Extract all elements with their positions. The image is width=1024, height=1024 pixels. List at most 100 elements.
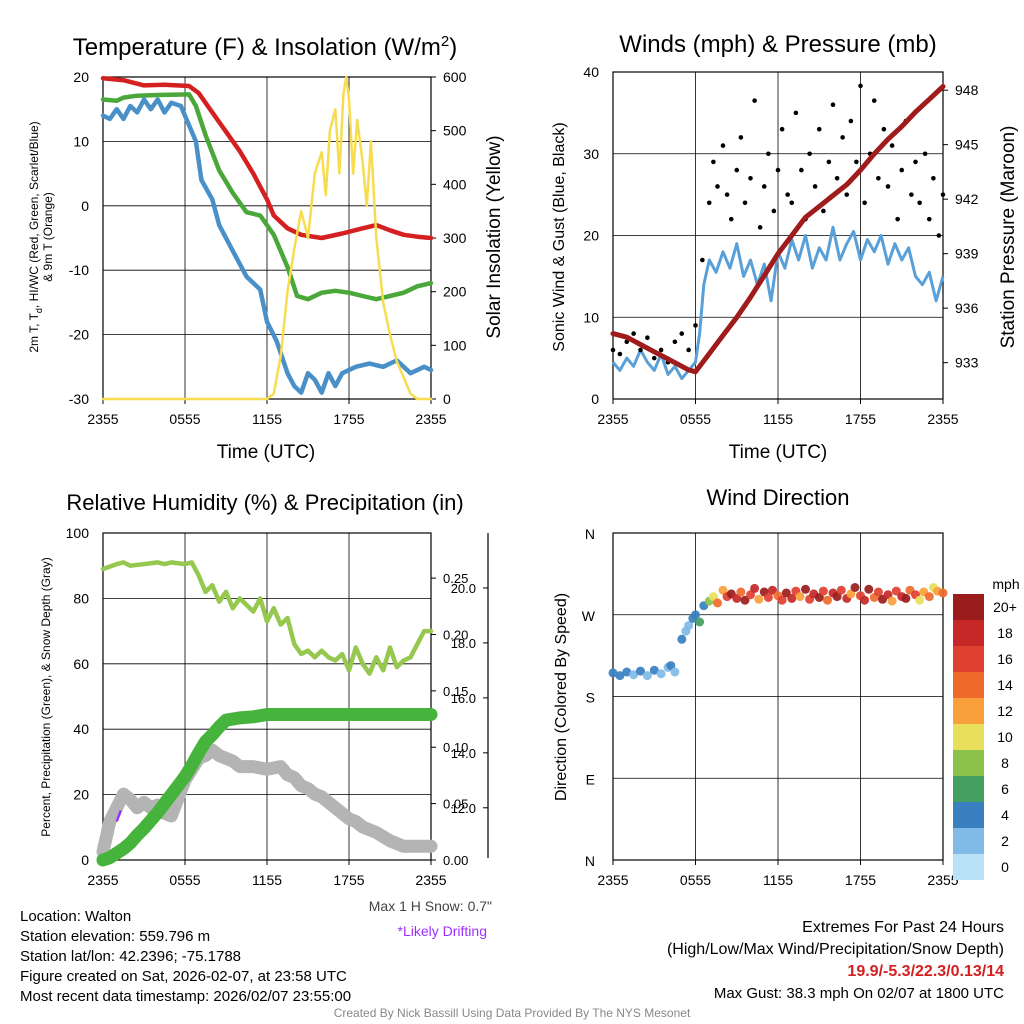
temp-ytick-label-5: -30 [69,391,89,407]
temp-ytick-right-label-1: 500 [443,123,467,139]
wind-gust-point-61 [922,151,928,157]
temp-ytick-label-4: -20 [69,327,89,343]
dir-ytick-label-2: S [586,690,595,706]
wind-xtick-label-1: 0555 [680,411,711,427]
temp-xtick-label-2: 1155 [252,411,282,427]
wind-gust-point-20 [734,167,740,173]
wind-gust-point-38 [816,126,822,132]
colorbar-label-9: 2 [1001,833,1009,849]
wind-gust-point-4 [638,347,643,353]
rh-left-axis-title: Percent, Precipitation (Green), & Snow D… [39,557,53,836]
rh-xtick-label-1: 0555 [169,872,200,888]
wind-gust-point-53 [885,184,891,189]
wind-gust-point-60 [917,200,922,206]
wind-ytick-label-3: 30 [583,146,599,162]
wind-gust-point-54 [889,143,895,148]
wind-xtick-label-4: 2355 [927,411,958,427]
dir-point-29 [754,594,764,604]
rh-snow-tick-label-4: 20.0 [451,581,476,596]
temp-ytick-label-3: -10 [69,262,89,278]
dir-ytick-label-4: N [585,853,595,869]
wind-gust-point-14 [706,200,712,206]
dir-point-58 [887,596,897,606]
max-snow-note: Max 1 H Snow: 0.7" [369,898,492,914]
dir-point-47 [836,585,846,595]
dir-xtick-label-2: 1155 [763,872,793,888]
dir-point-4 [636,666,645,676]
temp-xtick-label-1: 0555 [169,411,200,427]
wind-ytick-right-label-2: 939 [955,246,979,262]
wind-ytick-label-4: 40 [583,64,599,80]
dir-point-32 [768,585,777,595]
station-latlon: Station lat/lon: 42.2396; -75.1788 [20,948,242,965]
dir-point-6 [649,665,659,675]
dir-point-16 [695,617,705,627]
wind-gust-point-52 [881,126,887,132]
wind-gust-point-30 [779,126,785,132]
wind-gust-point-28 [771,208,777,214]
colorbar-label-1: 18 [997,625,1013,641]
dir-point-50 [850,583,860,592]
dir-point-64 [915,595,925,605]
dir-point-11 [677,634,687,644]
wind-gust-point-2 [624,339,630,345]
colorbar-swatch-4 [953,698,984,724]
rh-panel-title: Relative Humidity (%) & Precipitation (i… [66,490,463,515]
colorbar-label-4: 12 [997,703,1013,719]
wind-ytick-label-0: 0 [591,391,599,407]
wind-right-axis-title: Station Pressure (Maroon) [998,126,1019,349]
colorbar-swatch-2 [953,646,984,672]
wind-gust-point-22 [742,200,748,206]
wind-ytick-right-label-5: 948 [955,82,979,98]
rh-snow-tick-label-2: 16.0 [451,691,476,706]
wind-gust-point-12 [693,323,698,328]
dir-point-2 [622,667,632,677]
dir-point-34 [777,595,787,605]
temp-xtick-label-0: 2355 [87,411,118,427]
wind-gust-point-0 [610,347,616,353]
wind-gust-point-50 [871,98,877,103]
temp-series-line-0 [100,76,434,241]
dir-xtick-label-3: 1755 [845,872,876,888]
wind-gust-point-17 [720,143,726,148]
dir-point-46 [832,592,842,602]
dir-xtick-label-0: 2355 [597,872,628,888]
temp-series-line-2 [100,97,434,395]
wind-gust-point-1 [617,351,623,357]
wind-gust-point-24 [752,98,757,103]
wind-gust-point-26 [761,184,767,189]
colorbar-label-0: 20+ [993,599,1017,615]
extremes-values: 19.9/-5.3/22.3/0.13/14 [847,963,1004,980]
colorbar-label-6: 8 [1001,755,1009,771]
wind-gust-point-5 [645,335,650,340]
dir-ytick-label-3: E [586,771,595,787]
wind-gust-point-32 [789,200,795,206]
colorbar-swatch-10 [953,854,984,880]
wind-gust-point-51 [876,175,881,181]
rh-ytick-label-4: 80 [73,590,89,606]
max-gust: Max Gust: 38.3 mph On 02/07 at 1800 UTC [713,985,1004,1002]
wind-gust-point-15 [711,159,716,165]
temp-x-axis-title: Time (UTC) [217,442,316,463]
dir-xtick-label-1: 0555 [680,872,711,888]
rh-xtick-label-3: 1755 [333,872,364,888]
temp-xtick-label-4: 2355 [415,411,446,427]
dir-point-26 [740,595,750,605]
rh-ytick-right-label-5: 0.25 [443,571,468,586]
wind-gust-point-40 [826,159,832,165]
rh-precip-line [96,708,438,867]
colorbar-swatch-6 [953,750,984,776]
dir-panel-title: Wind Direction [706,485,849,510]
wind-pressure-line [610,84,946,375]
temp-series-line-3 [101,75,433,401]
rh-ytick-label-2: 40 [73,721,89,737]
wind-panel-title: Winds (mph) & Pressure (mb) [619,31,936,58]
colorbar-swatch-3 [953,672,984,698]
rh-drifting-mark [115,810,122,822]
dir-point-53 [864,584,874,594]
dir-point-27 [746,590,755,600]
dir-point-20 [713,598,722,608]
wind-ytick-right-label-4: 945 [955,137,979,153]
dir-point-66 [924,592,934,602]
